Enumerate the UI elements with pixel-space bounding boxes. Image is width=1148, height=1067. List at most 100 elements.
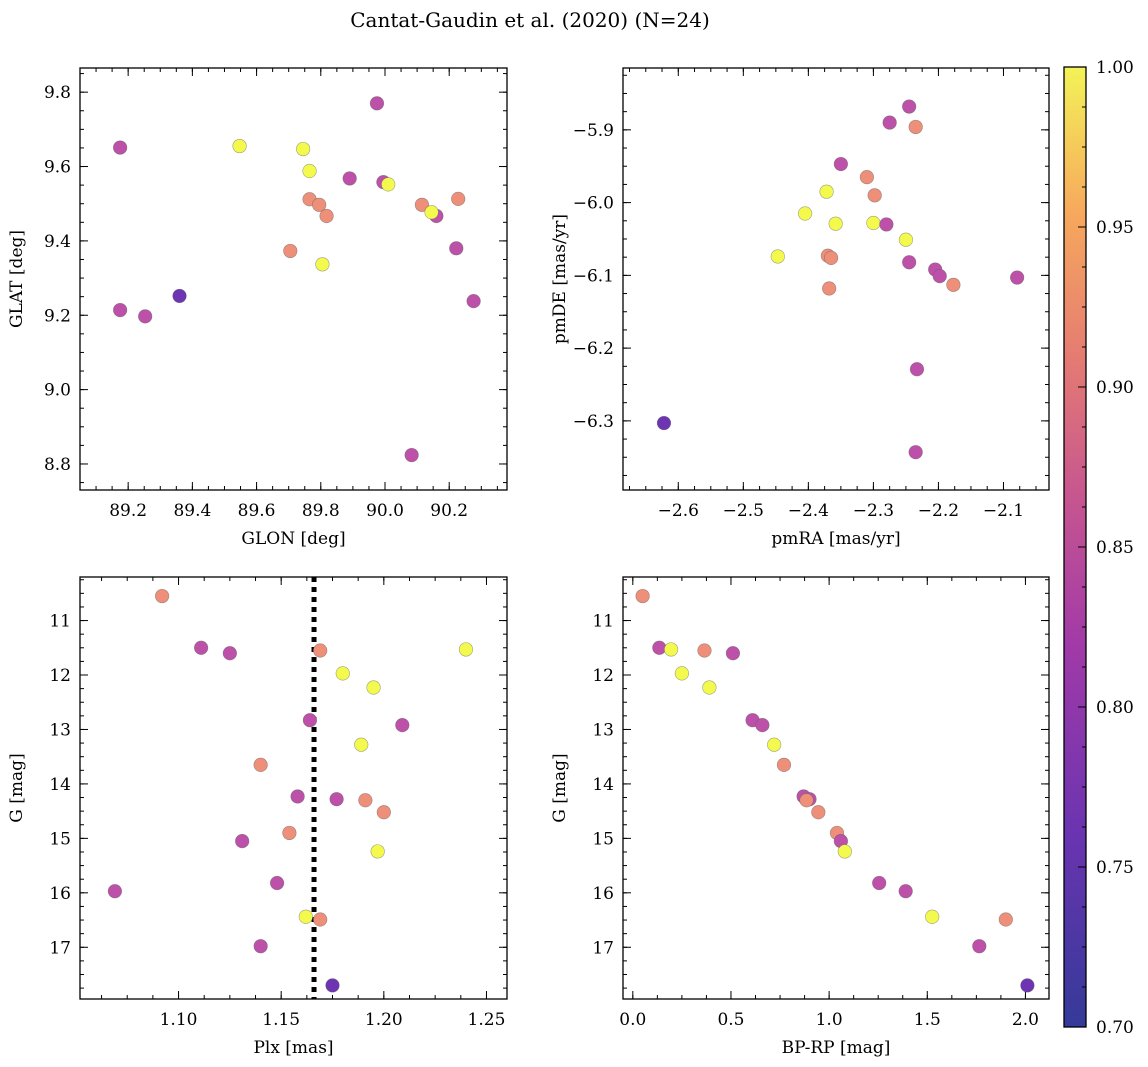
data-point xyxy=(458,642,474,657)
x-tick-label: 89.2 xyxy=(109,501,147,521)
axes-frame xyxy=(79,576,508,1000)
data-point xyxy=(946,277,961,292)
x-axis-label: pmRA [mas/yr] xyxy=(771,529,900,549)
colorbar-tick-label: 1.00 xyxy=(1096,58,1134,78)
y-tick-label: 9.4 xyxy=(44,232,71,252)
x-tick-label: 1.0 xyxy=(816,1010,843,1030)
data-point xyxy=(932,268,947,284)
data-point xyxy=(799,793,814,808)
data-point xyxy=(298,909,313,924)
data-point xyxy=(908,119,923,135)
data-point xyxy=(253,757,268,772)
y-tick-label: 9.8 xyxy=(44,83,71,103)
x-tick-label: 2.0 xyxy=(1012,1010,1039,1030)
data-point xyxy=(424,205,439,220)
y-tick-label: 16 xyxy=(592,884,614,904)
data-point xyxy=(767,737,782,752)
x-tick-label: −2.3 xyxy=(853,501,894,521)
x-tick-label: 89.4 xyxy=(173,501,211,521)
y-tick-label: 9.0 xyxy=(44,381,71,401)
data-point xyxy=(449,241,464,256)
y-axis-label: G [mag] xyxy=(550,753,570,822)
data-point xyxy=(370,844,385,859)
axes-frame xyxy=(79,67,508,491)
x-tick-label: −2.2 xyxy=(918,501,959,521)
y-tick-label: −6.2 xyxy=(573,339,614,359)
figure-title: Cantat-Gaudin et al. (2020) (N=24) xyxy=(350,8,710,32)
data-point xyxy=(674,666,689,681)
data-point xyxy=(235,833,250,849)
data-point xyxy=(770,249,785,264)
data-point xyxy=(811,805,826,820)
panel-p1: 89.2 89.4 89.6 89.8 90.0 90.2 8.8 9.0 9.2 9.4 9.6 9… xyxy=(7,67,508,549)
data-point xyxy=(404,447,419,463)
y-tick-label: 12 xyxy=(592,666,614,686)
data-point xyxy=(972,939,987,954)
data-point xyxy=(867,188,882,203)
data-point xyxy=(837,844,852,859)
data-point xyxy=(325,978,340,993)
data-point xyxy=(882,115,897,130)
data-point xyxy=(902,99,917,114)
x-tick-label: 90.0 xyxy=(366,501,404,521)
data-point xyxy=(998,912,1013,927)
colorbar-tick-label: 0.95 xyxy=(1096,218,1134,238)
x-axis-label: GLON [deg] xyxy=(241,529,345,549)
x-tick-label: 1.20 xyxy=(365,1010,403,1030)
data-point xyxy=(342,171,357,186)
data-point xyxy=(466,294,481,309)
data-point xyxy=(414,197,430,212)
scatter-points xyxy=(635,588,1035,993)
data-point xyxy=(697,643,712,658)
y-tick-label: 11 xyxy=(592,612,614,632)
y-tick-label: 15 xyxy=(592,829,614,849)
colorbar-tick-label: 0.85 xyxy=(1096,538,1134,558)
colorbar-tick-label: 0.70 xyxy=(1096,1018,1134,1038)
data-point xyxy=(798,206,813,221)
y-tick-label: −6.1 xyxy=(573,266,614,286)
x-tick-label: 1.5 xyxy=(914,1010,941,1030)
y-tick-label: 12 xyxy=(49,666,71,686)
y-tick-label: −5.9 xyxy=(573,121,614,141)
data-point xyxy=(194,640,209,655)
data-point xyxy=(656,415,672,431)
data-point xyxy=(319,208,334,224)
data-point xyxy=(822,281,837,296)
data-point xyxy=(335,666,350,681)
x-tick-label: −2.1 xyxy=(983,501,1024,521)
data-point xyxy=(652,640,667,655)
colorbar-tick-label: 0.75 xyxy=(1096,858,1134,878)
panel-p2: −2.6 −2.5 −2.4 −2.3 −2.2 −2.1 −6.3 −6.2 −6.1 −6.0… xyxy=(550,67,1050,549)
x-tick-label: 90.2 xyxy=(430,501,468,521)
x-axis-label: Plx [mas] xyxy=(253,1038,333,1058)
data-point xyxy=(302,163,317,179)
y-tick-label: 17 xyxy=(592,938,614,958)
data-point xyxy=(312,197,327,212)
y-tick-label: −6.0 xyxy=(573,194,614,214)
data-point xyxy=(296,141,311,157)
data-point xyxy=(283,243,298,259)
y-tick-label: 13 xyxy=(592,720,614,740)
y-tick-label: 8.8 xyxy=(44,455,71,475)
y-tick-label: 16 xyxy=(49,884,71,904)
x-tick-label: −2.4 xyxy=(788,501,829,521)
data-point xyxy=(315,257,330,272)
scatter-points xyxy=(656,99,1025,460)
data-point xyxy=(369,96,385,111)
data-point xyxy=(155,588,170,604)
data-point xyxy=(909,362,925,377)
data-point xyxy=(776,757,792,772)
y-tick-label: 17 xyxy=(49,938,71,958)
data-point xyxy=(1020,978,1035,993)
data-point xyxy=(366,680,381,695)
data-point xyxy=(635,588,650,604)
x-tick-label: 89.8 xyxy=(302,501,340,521)
y-tick-label: 15 xyxy=(49,829,71,849)
data-point xyxy=(898,232,914,247)
x-tick-label: 0.0 xyxy=(619,1010,646,1030)
colorbar-tick-label: 0.80 xyxy=(1096,698,1134,718)
data-point xyxy=(866,215,881,231)
x-tick-label: 1.10 xyxy=(160,1010,198,1030)
data-point xyxy=(302,713,318,728)
data-point xyxy=(138,309,153,324)
